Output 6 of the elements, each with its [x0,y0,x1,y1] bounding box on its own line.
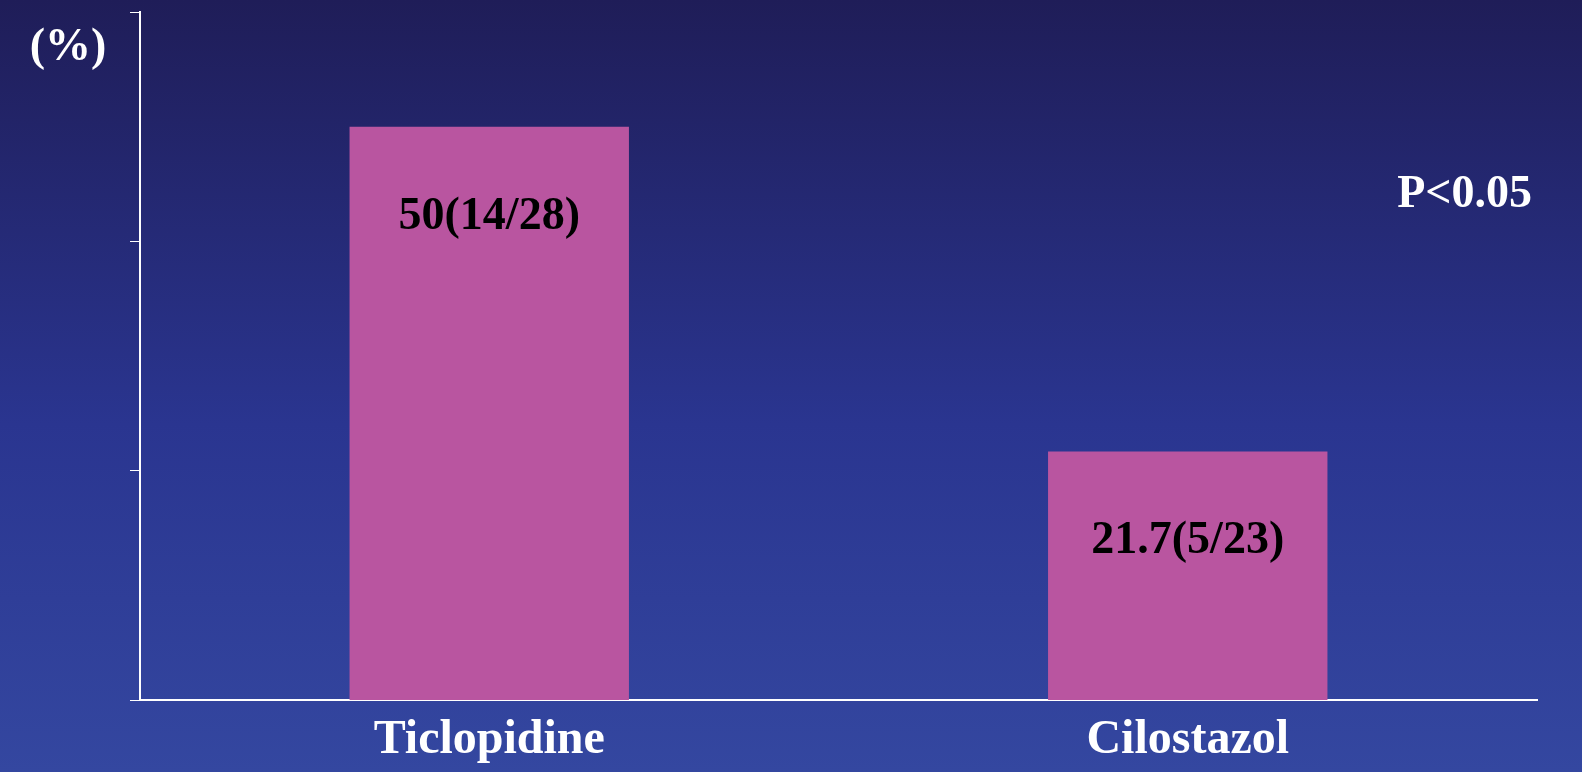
data-label: 50(14/28) [398,187,580,239]
x-tick-label: Ticlopidine [373,709,605,763]
x-tick-label: Cilostazol [1086,709,1290,763]
annotation: P<0.05 [1397,165,1532,217]
data-label: 21.7(5/23) [1091,512,1285,564]
y-axis-title: (%) [29,18,107,70]
